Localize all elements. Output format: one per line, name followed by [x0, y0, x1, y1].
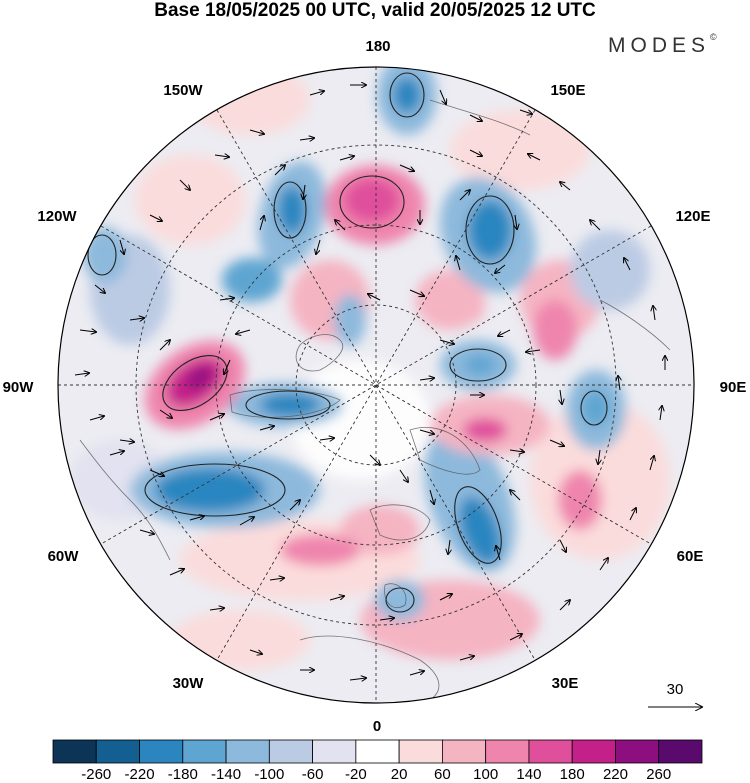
colorbar-tick-label: -100: [254, 766, 284, 783]
longitude-labels: 180 150W 150E 120W 120E 90W 90E 60W 60E …: [3, 38, 747, 735]
colorbar-tick-label: 180: [560, 766, 585, 783]
brand-name: MODES: [608, 34, 711, 57]
coastlines: [79, 99, 671, 703]
lon-label-180: 180: [365, 38, 390, 55]
map-title: Base 18/05/2025 00 UTC, valid 20/05/2025…: [154, 0, 596, 21]
colorbar-tick-label: 60: [434, 766, 451, 783]
colorbar-tick-label: -220: [125, 766, 155, 783]
colorbar-tick-label: -140: [211, 766, 241, 783]
colorbar-swatch: [398, 739, 443, 764]
colorbar: -260 -220 -180 -140 -100 -60 -20 20 60 100 140 180 2…: [52, 739, 703, 783]
colorbar-swatch: [528, 739, 573, 764]
lon-label-150e: 150E: [550, 82, 585, 99]
colorbar-tick-label: 100: [473, 766, 498, 783]
colorbar-tick-label: -20: [345, 766, 367, 783]
colorbar-swatch: [615, 739, 660, 764]
colorbar-tick-label: 140: [516, 766, 541, 783]
lon-label-150w: 150W: [163, 82, 203, 99]
modes-logo: MODES©: [608, 32, 717, 58]
colorbar-swatch: [441, 739, 487, 764]
colorbar-swatch: [182, 739, 227, 764]
colorbar-tick-label: -60: [302, 766, 324, 783]
lon-label-120w: 120W: [37, 208, 77, 225]
colorbar-swatch: [52, 739, 97, 764]
graticule: [58, 67, 694, 703]
colorbar-swatch: [268, 739, 314, 764]
colorbar-swatch: [139, 739, 184, 764]
colorbar-tick-label: -180: [168, 766, 198, 783]
lon-label-60e: 60E: [677, 548, 704, 565]
colorbar-swatch: [485, 739, 530, 764]
reference-vector-label: 30: [667, 681, 684, 698]
colorbar-swatch: [312, 739, 357, 764]
colorbar-swatch: [95, 739, 140, 764]
colorbar-swatch: [355, 739, 400, 764]
anomaly-field: [58, 67, 694, 703]
lon-label-60w: 60W: [48, 548, 80, 565]
lon-label-30w: 30W: [173, 675, 205, 692]
lon-label-120e: 120E: [675, 208, 710, 225]
lon-label-90w: 90W: [3, 379, 35, 396]
colorbar-swatch: [658, 739, 703, 764]
copyright-mark: ©: [710, 32, 717, 42]
reference-vector: 30: [648, 681, 702, 707]
map-border: [57, 66, 695, 704]
lon-label-30e: 30E: [552, 675, 579, 692]
colorbar-tick-label: 260: [646, 766, 671, 783]
lon-label-0: 0: [373, 718, 381, 735]
wind-vectors: [74, 85, 665, 680]
lon-label-90e: 90E: [720, 379, 747, 396]
colorbar-tick-label: 220: [603, 766, 628, 783]
colorbar-tick-label: -260: [81, 766, 111, 783]
colorbar-swatch: [571, 739, 616, 764]
colorbar-tick-label: 20: [391, 766, 408, 783]
colorbar-swatch: [225, 739, 270, 764]
